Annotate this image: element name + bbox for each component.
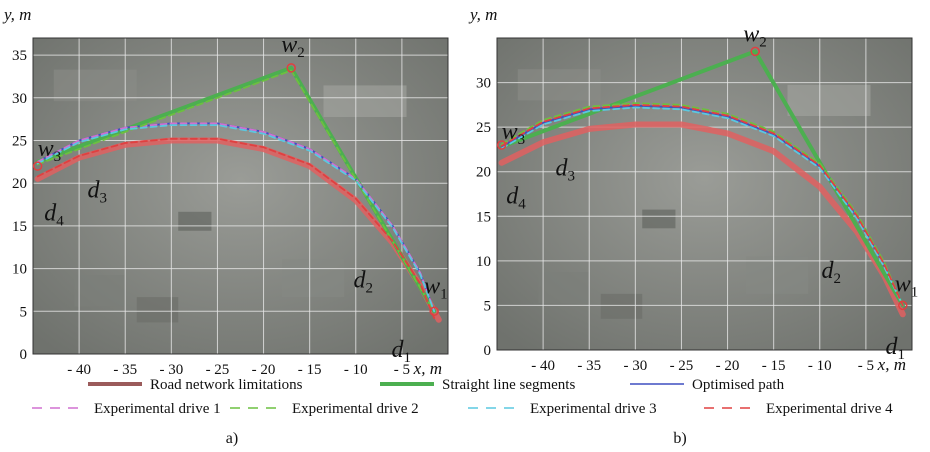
- panel-b: w1 w2 w3 d1 d2 d3 d4 - 40 - 35 - 30 - 25 - 20 - 15 - …: [468, 5, 918, 447]
- legend-label: Road network limitations: [150, 377, 303, 393]
- map-patch: [282, 259, 345, 298]
- y-tick-label: 25: [12, 133, 27, 149]
- point-label-w2: w2: [281, 32, 305, 61]
- point-label-w3: w3: [502, 119, 526, 148]
- x-tick-label: - 25: [206, 362, 230, 378]
- point-label-d1: d1: [886, 334, 906, 363]
- series-experimental-drive-2: [36, 69, 436, 313]
- point-label-w2: w2: [743, 21, 767, 50]
- x-tick-label: - 5: [858, 358, 874, 374]
- y-tick-label: 15: [12, 219, 27, 235]
- waypoint-marker: [429, 306, 439, 317]
- point-label-w3: w3: [38, 136, 62, 165]
- map-patch: [136, 297, 179, 323]
- legend-label: Experimental drive 3: [530, 401, 657, 417]
- plot-frame: [496, 37, 913, 351]
- y-tick-label: 0: [20, 347, 28, 363]
- y-tick-label: 35: [12, 48, 27, 64]
- point-label-d3: d3: [556, 156, 576, 185]
- x-axis-title: x, m: [877, 355, 906, 374]
- point-label-d1: d1: [392, 337, 412, 366]
- x-tick-label: - 35: [577, 358, 601, 374]
- x-tick-label: - 15: [298, 362, 322, 378]
- x-tick-label: - 25: [670, 358, 694, 374]
- x-tick-label: - 40: [67, 362, 91, 378]
- y-tick-label: 15: [476, 209, 491, 225]
- y-tick-label: 30: [12, 91, 27, 107]
- x-tick-label: - 30: [159, 362, 183, 378]
- map-patch: [746, 256, 809, 294]
- y-tick-label: 20: [12, 176, 27, 192]
- series-straight-line-segments: [499, 49, 905, 308]
- panel-a: w1 w2 w3 d1 d2 d3 d4 - 40 - 35 - 30 - 25 - 20 - 15 - …: [2, 5, 449, 447]
- x-tick-label: - 10: [344, 362, 368, 378]
- x-tick-label: - 10: [808, 358, 832, 374]
- x-tick-label: - 5: [394, 362, 410, 378]
- legend: Road network limitations Straight line se…: [32, 377, 893, 417]
- x-axis-title: x, m: [413, 359, 442, 378]
- map-patch: [538, 272, 589, 304]
- series-experimental-drive-3: [500, 106, 904, 307]
- series-experimental-drive-4: [500, 104, 904, 307]
- map-patch: [178, 211, 212, 231]
- series-experimental-drive-4: [36, 137, 436, 319]
- y-tick-label: 30: [476, 76, 491, 92]
- waypoint-marker: [898, 300, 908, 311]
- map-patch: [600, 293, 643, 319]
- y-tick-label: 10: [12, 262, 27, 278]
- panel-label: b): [673, 430, 686, 447]
- legend-label: Experimental drive 2: [292, 401, 419, 417]
- x-tick-label: - 15: [762, 358, 786, 374]
- map-patch: [517, 69, 601, 101]
- waypoint-marker: [286, 63, 296, 73]
- panel-label: a): [226, 430, 238, 447]
- y-tick-label: 10: [476, 254, 491, 270]
- point-label-d4: d4: [44, 200, 64, 229]
- legend-label: Optimised path: [692, 377, 785, 393]
- x-tick-label: - 30: [623, 358, 647, 374]
- y-axis-title: y, m: [2, 5, 31, 24]
- waypoint-marker: [496, 140, 507, 150]
- map-patch: [53, 69, 137, 102]
- y-tick-label: 5: [484, 298, 492, 314]
- point-label-d3: d3: [88, 177, 108, 206]
- map-patch: [787, 84, 871, 116]
- series-road-network-limitations: [498, 121, 906, 318]
- legend-label: Straight line segments: [442, 377, 575, 393]
- map-patch: [74, 275, 125, 307]
- waypoint-marker: [32, 161, 43, 171]
- x-tick-label: - 35: [113, 362, 137, 378]
- x-tick-label: - 40: [531, 358, 555, 374]
- plot-frame: [32, 37, 449, 355]
- point-label-d4: d4: [506, 184, 526, 213]
- x-tick-label: - 20: [252, 362, 276, 378]
- point-label-w1: w1: [424, 273, 448, 302]
- point-label-d2: d2: [821, 258, 841, 287]
- point-label-w1: w1: [895, 271, 919, 300]
- y-tick-label: 5: [20, 304, 28, 320]
- map-patch: [642, 209, 676, 229]
- x-tick-label: - 20: [716, 358, 740, 374]
- y-tick-label: 25: [476, 120, 491, 136]
- y-tick-label: 0: [484, 343, 492, 359]
- series-experimental-drive-3: [36, 124, 436, 313]
- legend-label: Experimental drive 4: [766, 401, 893, 417]
- point-label-d2: d2: [353, 268, 373, 297]
- waypoint-marker: [750, 46, 760, 57]
- y-axis-title: y, m: [468, 5, 497, 24]
- y-tick-label: 20: [476, 165, 491, 181]
- legend-label: Experimental drive 1: [94, 401, 221, 417]
- map-patch: [323, 85, 407, 117]
